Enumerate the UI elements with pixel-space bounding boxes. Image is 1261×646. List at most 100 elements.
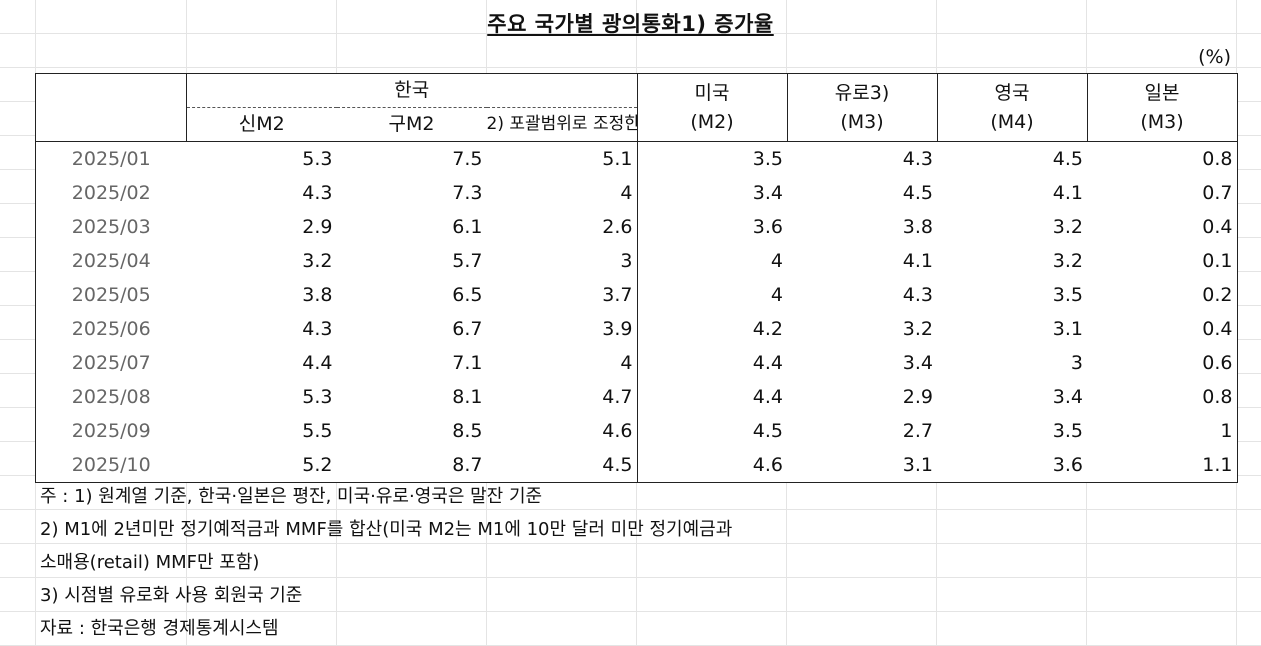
japan-m3-cell[interactable]: 0.4 — [1087, 210, 1238, 244]
japan-m3-cell[interactable]: 0.8 — [1087, 141, 1238, 176]
korea-new-m2-header[interactable]: 신M2 — [186, 107, 337, 142]
date-header-cell[interactable] — [35, 73, 187, 142]
us-m2-cell[interactable]: 4.2 — [636, 312, 787, 346]
us-m2-cell[interactable]: 3.5 — [636, 141, 787, 176]
euro-m3-cell[interactable]: 4.1 — [902, 250, 933, 272]
euro-m3-cell[interactable]: 3.2 — [902, 318, 933, 340]
korea-old-m2-header[interactable]: 구M2 — [336, 107, 487, 142]
korea-adjusted-cell[interactable]: 4.6 — [602, 420, 633, 442]
uk-m4-cell[interactable]: 4.1 — [1052, 182, 1083, 204]
date-cell[interactable]: 2025/06 — [35, 312, 187, 346]
uk-m4-cell[interactable]: 3.4 — [1052, 386, 1083, 408]
japan-m3-cell[interactable]: 0.1 — [1087, 244, 1238, 278]
japan-m3-cell[interactable]: 1.1 — [1087, 448, 1238, 483]
korea-adjusted-cell[interactable]: 4 — [620, 352, 633, 374]
date-cell[interactable]: 2025/08 — [35, 380, 187, 414]
us-m2-cell[interactable]: 4.4 — [636, 380, 787, 414]
korea-old-m2-cell[interactable]: 8.5 — [452, 420, 483, 442]
footnote-4[interactable]: 3) 시점별 유로화 사용 회원국 기준 — [40, 585, 303, 606]
table-row: 2025/06 4.3 6.7 3.9 4.2 3.2 3.1 0.4 — [35, 312, 1238, 346]
korea-adjusted-cell[interactable]: 3.7 — [602, 284, 633, 306]
korea-adjusted-header[interactable]: 2) 포괄범위로 조정한 — [486, 107, 637, 142]
korea-new-m2-cell[interactable]: 5.3 — [302, 386, 333, 408]
korea-new-m2-cell[interactable]: 4.4 — [302, 352, 333, 374]
korea-old-m2-cell[interactable]: 7.1 — [452, 352, 483, 374]
euro-m3-cell[interactable]: 4.5 — [902, 182, 933, 204]
table-row: 2025/03 2.9 6.1 2.6 3.6 3.8 3.2 0.4 — [35, 210, 1238, 244]
japan-m3-cell[interactable]: 0.7 — [1087, 176, 1238, 210]
korea-new-m2-cell[interactable]: 5.2 — [186, 448, 337, 483]
korea-new-m2-cell[interactable]: 4.3 — [302, 318, 333, 340]
euro-m3-cell[interactable]: 4.3 — [902, 284, 933, 306]
korea-old-m2-cell[interactable]: 6.5 — [452, 284, 483, 306]
korea-adjusted-cell[interactable]: 4.7 — [602, 386, 633, 408]
us-m2-cell[interactable]: 4.5 — [636, 414, 787, 448]
table-row: 2025/07 4.4 7.1 4 4.4 3.4 3 0.6 — [35, 346, 1238, 380]
uk-m4-cell[interactable]: 3.6 — [937, 448, 1087, 483]
japan-m3-cell[interactable]: 0.2 — [1087, 278, 1238, 312]
uk-m4-cell[interactable]: 3.1 — [1052, 318, 1083, 340]
korea-new-m2-cell[interactable]: 3.2 — [302, 250, 333, 272]
euro-m3-cell[interactable]: 4.3 — [902, 148, 933, 170]
korea-adjusted-cell[interactable]: 3.9 — [602, 318, 633, 340]
korea-old-m2-cell[interactable]: 7.5 — [452, 148, 483, 170]
euro-m3-cell[interactable]: 2.9 — [902, 386, 933, 408]
sheet-title-text: 주요 국가별 광의통화1) 증가율 — [487, 12, 774, 36]
korea-adjusted-cell[interactable]: 2.6 — [602, 216, 633, 238]
euro-m3-cell[interactable]: 2.7 — [902, 420, 933, 442]
euro-header[interactable]: 유로3) (M3) — [786, 73, 937, 142]
us-m2-cell[interactable]: 3.6 — [636, 210, 787, 244]
korea-header[interactable]: 한국 — [186, 73, 637, 108]
uk-m4-cell[interactable]: 3.2 — [1052, 216, 1083, 238]
korea-new-m2-cell[interactable]: 2.9 — [302, 216, 333, 238]
korea-adjusted-cell[interactable]: 5.1 — [602, 148, 633, 170]
footnote-2[interactable]: 2) M1에 2년미만 정기예적금과 MMF를 합산(미국 M2는 M1에 10… — [40, 519, 733, 540]
us-m2-cell[interactable]: 4 — [636, 278, 787, 312]
korea-old-m2-cell[interactable]: 8.7 — [336, 448, 487, 483]
korea-adjusted-cell[interactable]: 4.5 — [486, 448, 637, 483]
us-m2-cell[interactable]: 4.6 — [636, 448, 787, 483]
euro-m3-cell[interactable]: 3.1 — [787, 448, 937, 483]
date-cell[interactable]: 2025/07 — [35, 346, 187, 380]
date-cell[interactable]: 2025/03 — [35, 210, 187, 244]
date-cell[interactable]: 2025/10 — [35, 448, 187, 483]
korea-new-m2-cell[interactable]: 4.3 — [302, 182, 333, 204]
uk-m4-cell[interactable]: 4.5 — [1052, 148, 1083, 170]
date-cell[interactable]: 2025/09 — [35, 414, 187, 448]
date-cell[interactable]: 2025/01 — [35, 141, 187, 176]
korea-old-m2-cell[interactable]: 8.1 — [452, 386, 483, 408]
korea-adjusted-cell[interactable]: 3 — [620, 250, 633, 272]
korea-new-m2-cell[interactable]: 3.8 — [302, 284, 333, 306]
korea-new-m2-cell[interactable]: 5.5 — [302, 420, 333, 442]
us-m2-cell[interactable]: 4 — [636, 244, 787, 278]
euro-m3-cell[interactable]: 3.4 — [902, 352, 933, 374]
japan-m3-cell[interactable]: 0.6 — [1087, 346, 1238, 380]
footnote-1[interactable]: 주 : 1) 원계열 기준, 한국·일본은 평잔, 미국·유로·영국은 말잔 기… — [40, 486, 543, 507]
source-note[interactable]: 자료 : 한국은행 경제통계시스템 — [40, 618, 279, 639]
us-header-line1: 미국 — [694, 81, 730, 104]
euro-m3-cell[interactable]: 3.8 — [902, 216, 933, 238]
us-header[interactable]: 미국 (M2) — [636, 73, 787, 142]
footnote-3[interactable]: 소매용(retail) MMF만 포함) — [40, 552, 260, 573]
korea-old-m2-cell[interactable]: 7.3 — [452, 182, 483, 204]
japan-m3-cell[interactable]: 1 — [1087, 414, 1238, 448]
date-cell[interactable]: 2025/02 — [35, 176, 187, 210]
us-m2-cell[interactable]: 4.4 — [636, 346, 787, 380]
date-cell[interactable]: 2025/04 — [35, 244, 187, 278]
japan-m3-cell[interactable]: 0.4 — [1087, 312, 1238, 346]
korea-old-m2-cell[interactable]: 5.7 — [452, 250, 483, 272]
uk-header[interactable]: 영국 (M4) — [936, 73, 1087, 142]
date-cell[interactable]: 2025/05 — [35, 278, 187, 312]
uk-m4-cell[interactable]: 3.5 — [1052, 420, 1083, 442]
korea-old-m2-cell[interactable]: 6.1 — [452, 216, 483, 238]
korea-old-m2-cell[interactable]: 6.7 — [452, 318, 483, 340]
uk-m4-cell[interactable]: 3 — [1070, 352, 1083, 374]
japan-m3-cell[interactable]: 0.8 — [1087, 380, 1238, 414]
japan-header[interactable]: 일본 (M3) — [1086, 73, 1238, 142]
korea-new-m2-cell[interactable]: 5.3 — [302, 148, 333, 170]
unit-label: (%) — [1198, 46, 1231, 68]
uk-m4-cell[interactable]: 3.5 — [1052, 284, 1083, 306]
us-m2-cell[interactable]: 3.4 — [636, 176, 787, 210]
uk-m4-cell[interactable]: 3.2 — [1052, 250, 1083, 272]
korea-adjusted-cell[interactable]: 4 — [620, 182, 633, 204]
